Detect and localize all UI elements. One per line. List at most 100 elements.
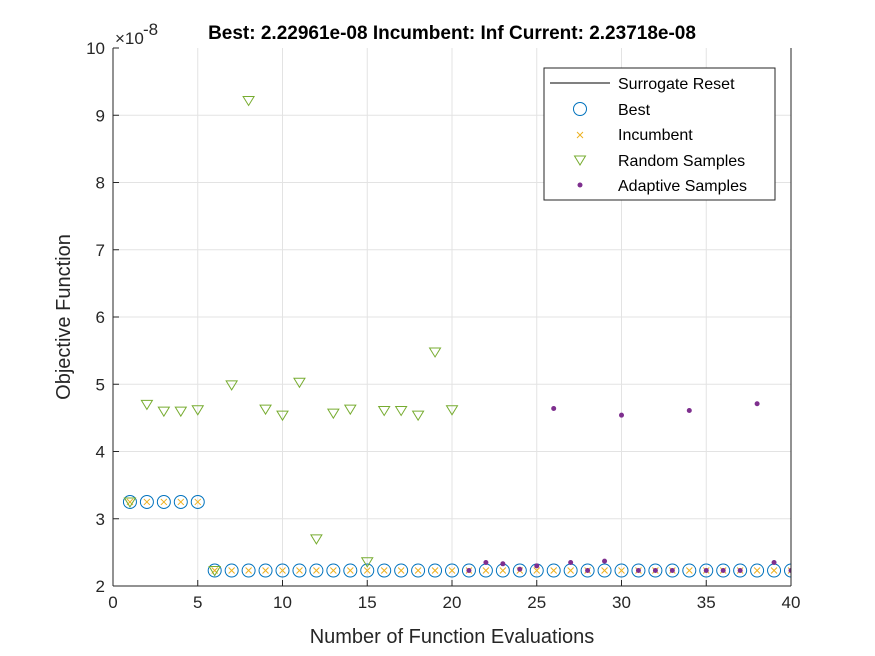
y-tick-label: 7 xyxy=(96,241,105,260)
best-point xyxy=(733,563,748,578)
incumbent-point xyxy=(329,567,337,574)
legend-label-best: Best xyxy=(618,102,651,119)
best-point xyxy=(139,494,154,509)
tick-labels: 0 5 10 15 20 25 30 35 40 2 3 4 5 6 7 8 9 10 xyxy=(86,39,800,612)
y-exponent-label: ×10 -8 xyxy=(115,20,158,48)
adaptive-sample-point xyxy=(568,559,574,565)
adaptive-sample-point xyxy=(669,568,675,574)
best-point xyxy=(580,563,595,578)
x-tick-label: 30 xyxy=(612,593,631,612)
random-sample-point xyxy=(394,405,408,417)
adaptive-sample-point xyxy=(720,568,726,574)
best-point xyxy=(207,563,222,578)
legend-marker-incumbent xyxy=(576,131,584,139)
random-sample-point xyxy=(293,377,306,389)
best-point xyxy=(428,563,443,578)
incumbent-point xyxy=(567,567,575,574)
best-point xyxy=(156,494,171,509)
best-point xyxy=(750,563,765,578)
best-point xyxy=(173,494,188,509)
legend-label-incumbent: Incumbent xyxy=(618,127,693,144)
y-exponent-power: -8 xyxy=(143,20,158,39)
y-exponent-base: ×10 xyxy=(115,29,144,48)
legend-label-random: Random Samples xyxy=(618,153,745,170)
adaptive-sample-point xyxy=(703,568,709,574)
x-tick-label: 5 xyxy=(193,593,202,612)
random-sample-point xyxy=(174,406,188,418)
adaptive-sample-point xyxy=(686,407,692,413)
best-point xyxy=(546,563,561,578)
best-point xyxy=(122,494,137,509)
random-sample-point xyxy=(208,566,222,577)
random-sample-point xyxy=(123,497,137,508)
adaptive-sample-point xyxy=(483,559,489,565)
incumbent-point xyxy=(414,567,422,574)
adaptive-sample-point xyxy=(652,568,658,574)
best-point xyxy=(699,563,714,578)
chart-title: Best: 2.22961e-08 Incumbent: Inf Current… xyxy=(208,23,696,44)
incumbent-point xyxy=(296,567,303,574)
random-sample-point xyxy=(445,405,459,416)
adaptive-sample-point xyxy=(517,566,523,572)
x-tick-label: 35 xyxy=(697,593,716,612)
random-sample-point xyxy=(428,347,442,358)
incumbent-point xyxy=(550,567,558,574)
best-point xyxy=(597,563,612,578)
incumbent-point xyxy=(380,567,388,574)
best-point xyxy=(445,563,459,578)
random-sample-point xyxy=(140,399,154,411)
x-tick-label: 40 xyxy=(782,593,801,612)
best-point xyxy=(309,563,324,578)
adaptive-sample-point xyxy=(788,568,791,574)
y-tick-label: 9 xyxy=(96,106,105,125)
legend-marker-random xyxy=(573,155,587,166)
incumbent-point xyxy=(346,567,354,574)
random-sample-point xyxy=(259,404,272,416)
best-point xyxy=(631,563,646,578)
y-tick-label: 6 xyxy=(96,308,105,327)
data-marks xyxy=(122,95,791,578)
best-point xyxy=(716,563,731,578)
adaptive-sample-point xyxy=(585,568,591,574)
best-point xyxy=(394,563,409,578)
incumbent-point xyxy=(262,567,269,574)
random-sample-point xyxy=(343,404,357,416)
random-sample-point xyxy=(326,408,340,420)
incumbent-point xyxy=(279,567,286,574)
y-tick-label: 8 xyxy=(96,174,105,193)
incumbent-point xyxy=(482,567,490,574)
best-point xyxy=(326,563,341,578)
adaptive-sample-point xyxy=(771,559,777,565)
random-sample-point xyxy=(360,557,374,568)
incumbent-point xyxy=(313,567,320,574)
incumbent-point xyxy=(618,567,625,574)
adaptive-sample-point xyxy=(737,568,743,574)
incumbent-point xyxy=(685,567,693,574)
incumbent-point xyxy=(753,567,761,574)
best-point xyxy=(360,563,375,578)
x-tick-label: 15 xyxy=(358,593,377,612)
incumbent-point xyxy=(770,567,778,574)
random-sample-point xyxy=(377,405,391,417)
random-sample-point xyxy=(276,410,289,422)
best-point xyxy=(292,563,307,578)
adaptive-sample-point xyxy=(534,563,540,569)
best-point xyxy=(377,563,392,578)
axes xyxy=(112,47,792,587)
legend-marker-adaptive xyxy=(577,182,583,188)
incumbent-point xyxy=(431,567,439,574)
best-point xyxy=(784,563,791,578)
random-sample-point xyxy=(242,95,255,107)
adaptive-sample-point xyxy=(754,401,760,407)
incumbent-point xyxy=(363,567,371,574)
best-point xyxy=(343,563,358,578)
best-point xyxy=(275,563,290,578)
x-tick-label: 0 xyxy=(108,593,117,612)
random-sample-point xyxy=(191,405,205,416)
best-point xyxy=(665,563,680,578)
x-tick-label: 10 xyxy=(273,593,292,612)
random-sample-point xyxy=(310,534,323,545)
adaptive-sample-point xyxy=(466,568,472,574)
best-point xyxy=(614,563,629,578)
